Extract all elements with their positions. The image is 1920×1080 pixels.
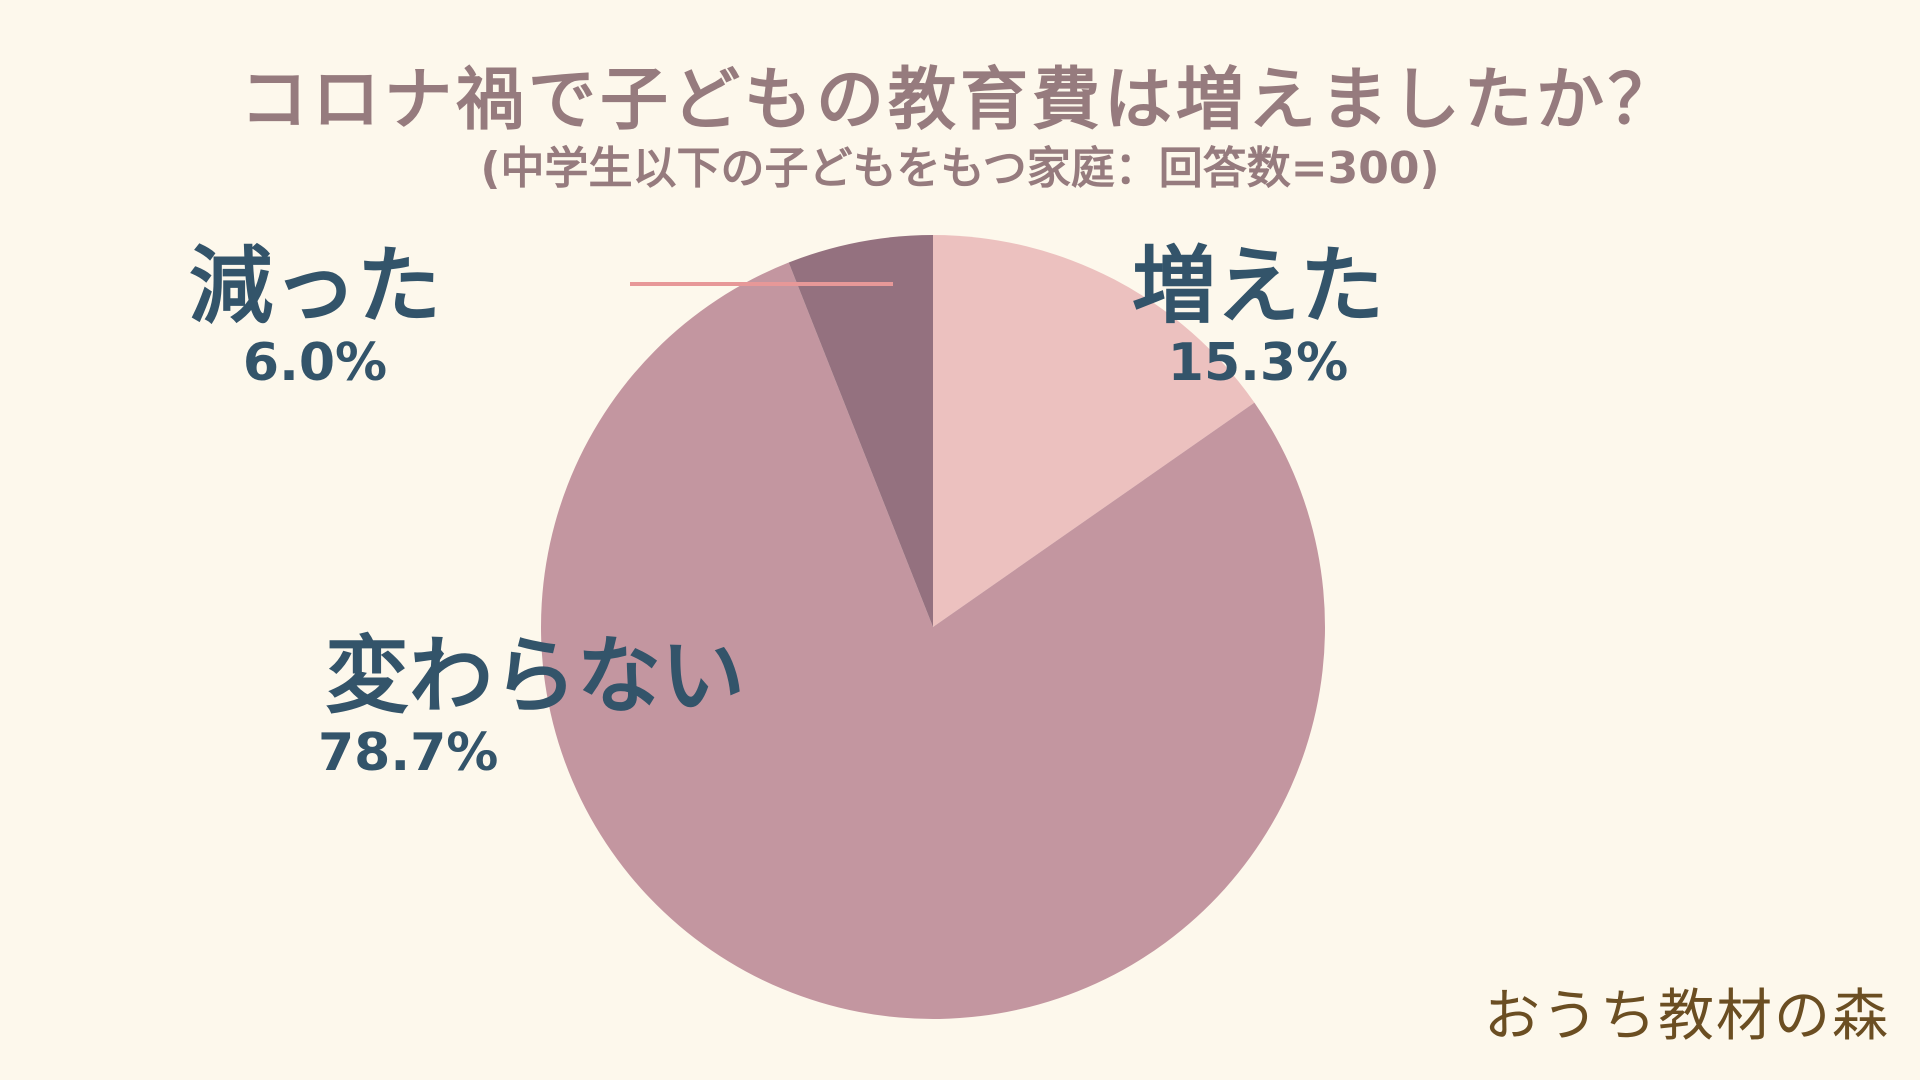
- label-decreased-percent: 6.0%: [242, 333, 388, 394]
- slice-decreased: [788, 235, 933, 627]
- chart-subtitle: (中学生以下の子どもをもつ家庭：回答数=300): [480, 143, 1440, 194]
- label-unchanged: 変わらない 78.7%: [300, 630, 770, 785]
- chart-title: コロナ禍で子どもの教育費は増えましたか？: [239, 61, 1680, 140]
- label-increased-name: 増えた: [1131, 237, 1384, 335]
- label-increased-percent: 15.3%: [1167, 333, 1349, 394]
- label-unchanged-percent: 78.7%: [318, 723, 499, 784]
- label-unchanged-name: 変わらない: [324, 627, 745, 725]
- brand-logo: おうち教材の森: [1484, 984, 1890, 1049]
- label-decreased-name: 減った: [188, 237, 441, 335]
- slice-unchanged: [540, 262, 1325, 1020]
- label-decreased: 減った 6.0%: [180, 240, 450, 395]
- slice-increased: [933, 235, 1255, 627]
- label-increased: 増えた 15.3%: [1118, 240, 1398, 395]
